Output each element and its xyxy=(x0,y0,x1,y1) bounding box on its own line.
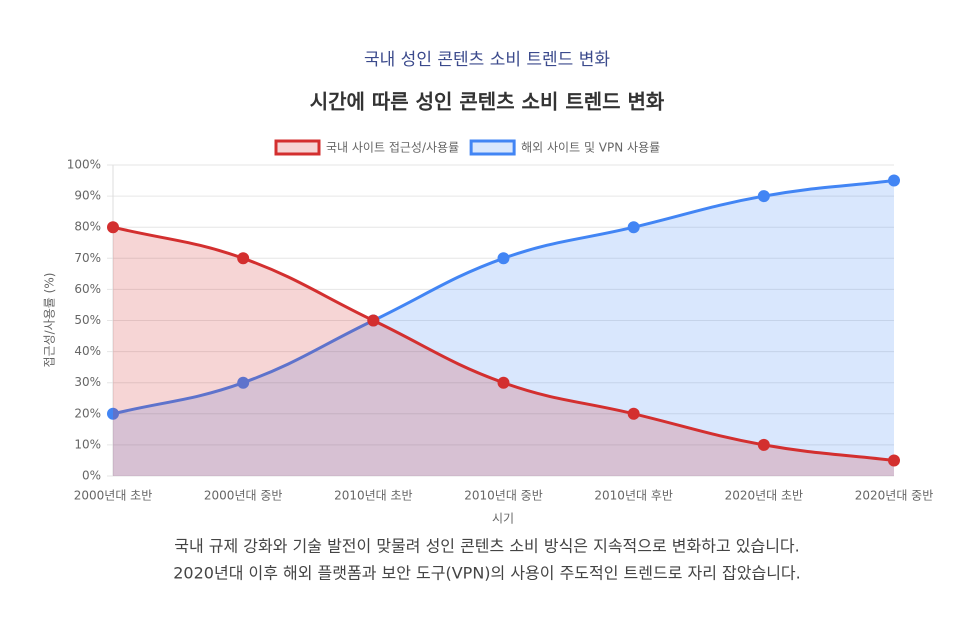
y-tick-label: 10% xyxy=(74,437,101,451)
y-tick-label: 40% xyxy=(74,344,101,358)
point xyxy=(497,252,510,265)
y-tick-label: 100% xyxy=(67,158,101,172)
legend-swatch xyxy=(274,139,321,156)
point xyxy=(237,376,250,389)
y-tick-label: 30% xyxy=(74,375,101,389)
point xyxy=(107,221,119,234)
y-tick-label: 60% xyxy=(74,282,101,296)
legend-label: 국내 사이트 접근성/사용률 xyxy=(326,141,459,155)
x-tick-label: 2010년대 후반 xyxy=(594,489,673,503)
annotation: 2020년대 이후 해외 플랫폼과 보안 도구(VPN)의 사용이 주도적인 트… xyxy=(173,564,800,583)
point xyxy=(497,376,510,389)
x-axis-label: 시기 xyxy=(492,512,514,526)
point xyxy=(627,221,640,234)
y-tick-label: 80% xyxy=(74,220,101,234)
point xyxy=(757,190,770,203)
annotation: 국내 규제 강화와 기술 발전이 맞물려 성인 콘텐츠 소비 방식은 지속적으로… xyxy=(174,537,799,556)
legend-swatch xyxy=(469,139,516,156)
point xyxy=(237,252,250,265)
point xyxy=(107,407,119,420)
area xyxy=(113,180,894,477)
chart-title: 시간에 따른 성인 콘텐츠 소비 트렌드 변화 xyxy=(310,90,665,114)
x-tick-label: 2000년대 초반 xyxy=(74,489,153,503)
y-tick-label: 70% xyxy=(74,251,101,265)
point xyxy=(888,454,900,467)
y-tick-label: 50% xyxy=(74,313,101,327)
x-tick-label: 2020년대 초반 xyxy=(725,489,804,503)
y-axis-label: 접근성/사용률 (%) xyxy=(43,273,57,368)
point xyxy=(888,174,900,187)
y-tick-label: 20% xyxy=(74,406,101,420)
x-tick-label: 2010년대 초반 xyxy=(334,489,413,503)
y-tick-label: 90% xyxy=(74,189,101,203)
area xyxy=(113,227,894,476)
point xyxy=(367,314,380,327)
x-tick-label: 2000년대 중반 xyxy=(204,489,283,503)
legend-label: 해외 사이트 및 VPN 사용률 xyxy=(521,141,660,155)
point xyxy=(757,438,770,451)
point xyxy=(627,407,640,420)
y-tick-label: 0% xyxy=(82,469,101,483)
page-heading: 국내 성인 콘텐츠 소비 트렌드 변화 xyxy=(364,50,610,70)
x-tick-label: 2010년대 중반 xyxy=(464,489,543,503)
x-tick-label: 2020년대 중반 xyxy=(855,489,934,503)
